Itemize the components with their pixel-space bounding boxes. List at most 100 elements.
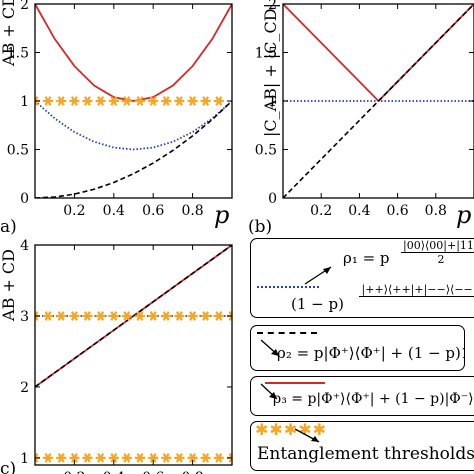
threshold-star-point: [43, 311, 54, 321]
threshold-star-point: [95, 96, 106, 106]
legend-thresholds-label: Entanglement thresholds: [257, 444, 474, 464]
panel-label: (b): [248, 217, 272, 237]
threshold-star-point: [161, 311, 172, 321]
legend-rho3-formula: ρ₃ = p|Φ⁺⟩⟨Φ⁺| + (1 − p)|Φ⁻⟩⟨Φ⁻|: [273, 391, 474, 407]
x-axis-label: p: [214, 201, 229, 229]
threshold-star-point: [43, 96, 54, 106]
rho1-numerator: |00⟩⟨00|+|11⟩⟨11|: [401, 239, 474, 253]
threshold-star-point: [95, 453, 106, 463]
threshold-star-point: [187, 96, 198, 106]
y-tick-label: 0.5: [255, 143, 277, 159]
x-tick-label: 0.6: [386, 203, 408, 219]
threshold-star-point: [200, 311, 211, 321]
rho1-denominator: 2: [437, 253, 445, 266]
threshold-star-point: [174, 453, 185, 463]
y-axis-label: AB + CD: [0, 249, 18, 322]
y-tick-label: 0.5: [7, 143, 29, 159]
x-tick-label: 0.6: [142, 470, 164, 474]
red-solid-line: [283, 4, 474, 103]
threshold-star-point: [135, 96, 146, 106]
threshold-star-point: [69, 311, 80, 321]
y-tick-label: 0: [268, 191, 277, 207]
threshold-star-point: [43, 453, 54, 463]
rho1-fraction: |00⟩⟨00|+|11⟩⟨11| 2: [401, 239, 474, 266]
x-tick-label: 0.8: [425, 203, 447, 219]
legend-rho3: ρ₃ = p|Φ⁺⟩⟨Φ⁺| + (1 − p)|Φ⁻⟩⟨Φ⁻|: [250, 376, 474, 416]
threshold-star-point: [69, 96, 80, 106]
legend-rho1-formula: ρ₁ = p: [343, 249, 390, 267]
x-axis-label: p: [456, 201, 471, 229]
x-tick-label: 0.4: [348, 203, 370, 219]
y-tick-label: 1: [20, 94, 29, 110]
y-tick-label: 3: [20, 309, 29, 325]
red-solid-line: [35, 4, 232, 102]
threshold-star-point: [213, 453, 224, 463]
threshold-star-point: [200, 453, 211, 463]
threshold-star-point: [95, 311, 106, 321]
series-group: [35, 245, 232, 463]
threshold-star-point: [200, 96, 211, 106]
y-tick-label: 1: [268, 94, 277, 110]
blue-dotted-line: [35, 100, 232, 151]
y-tick-label: 2: [20, 380, 29, 396]
y-tick-label: 4: [20, 238, 29, 254]
x-tick-label: 0.2: [63, 203, 85, 219]
series-group: [283, 4, 474, 198]
threshold-star-point: [135, 311, 146, 321]
rho1-fraction-2: |++⟩⟨++|+|−−⟩⟨−−|: [359, 283, 474, 297]
threshold-star-point: [69, 453, 80, 463]
y-axis-label: AB + CD: [0, 0, 18, 67]
panel-label: c): [0, 459, 16, 474]
threshold-star-point: [148, 311, 159, 321]
threshold-star-point: [161, 96, 172, 106]
x-tick-label: 0.4: [103, 470, 125, 474]
threshold-star-point: [148, 96, 159, 106]
threshold-star-point: [213, 96, 224, 106]
y-axis-label: |C_AB| + |C_CD|: [261, 3, 280, 137]
panel-label: a): [0, 217, 17, 237]
threshold-star-point: [108, 96, 119, 106]
legend-arrow-icon: [304, 266, 332, 285]
x-tick-label: 0.4: [103, 203, 125, 219]
threshold-star-point: [148, 453, 159, 463]
threshold-star-point: [213, 311, 224, 321]
threshold-star-point: [161, 453, 172, 463]
series-group: [35, 4, 232, 198]
x-tick-label: 0.2: [63, 470, 85, 474]
threshold-star-point: [187, 453, 198, 463]
axes-frame: [34, 244, 233, 466]
threshold-star-point: [174, 96, 185, 106]
legend-rho1: ρ₁ = p |00⟩⟨00|+|11⟩⟨11| 2 + (1 − p) |++…: [250, 238, 474, 318]
legend-arrow-icon: [260, 339, 280, 357]
black-dashed-line: [283, 4, 474, 198]
rho1-lhs: ρ₁ = p: [343, 249, 390, 267]
threshold-star-point: [82, 96, 93, 106]
threshold-star-point: [135, 453, 146, 463]
threshold-star-point: [56, 453, 67, 463]
x-tick-label: 0.6: [142, 203, 164, 219]
y-tick-label: 2: [20, 0, 29, 13]
legend-thresholds: ✱✱✱✱✱ Entanglement thresholds: [250, 421, 474, 471]
threshold-star-point: [121, 311, 132, 321]
threshold-star-point: [108, 453, 119, 463]
x-tick-label: 0.8: [181, 470, 203, 474]
legend-rho2-formula: ρ₂ = p|Φ⁺⟩⟨Φ⁺| + (1 − p)𝟙/4: [277, 344, 465, 362]
threshold-star-point: [174, 311, 185, 321]
y-tick-label: 1: [20, 451, 29, 467]
panel-b: 0.2 0.4 0.6 0.8 0 0.5 1 1.5 2 p |C_AB| + |C_CD| (b): [248, 0, 474, 237]
threshold-star-point: [121, 96, 132, 106]
panel-a: 0.2 0.4 0.6 0.8 0 0.5 1 1.5 2 p AB + CD a): [0, 0, 233, 237]
y-tick-label: 1.5: [7, 46, 29, 62]
black-dashed-line: [35, 100, 232, 198]
rho1-line2-prefix: (1 − p): [291, 295, 344, 313]
y-tick-label: 1.5: [255, 46, 277, 62]
threshold-star-point: [82, 311, 93, 321]
legend-red-solid-sample: [265, 382, 325, 384]
legend-black-dashed-sample: [257, 332, 317, 334]
x-tick-label: 0.2: [310, 203, 332, 219]
threshold-star-point: [108, 311, 119, 321]
threshold-star-point: [121, 453, 132, 463]
threshold-star-point: [187, 311, 198, 321]
x-axis-label: p: [214, 468, 229, 474]
legend-blue-dotted-sample: [257, 286, 319, 288]
